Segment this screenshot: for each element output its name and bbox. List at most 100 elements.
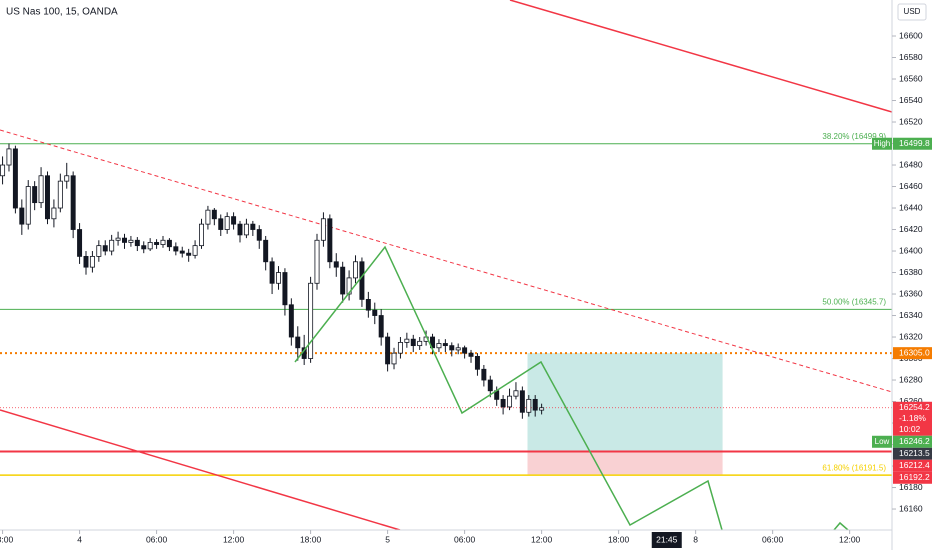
x-tick-label: 8 [693,534,698,544]
candle-body [243,223,249,236]
y-tick-label: 16480 [899,159,923,169]
candle-body [134,239,140,247]
candle-body [288,304,294,338]
candle-body [397,342,403,354]
x-tick-label: 06:00 [762,534,784,544]
x-tick-label: 12:00 [531,534,553,544]
price-tag [893,471,932,484]
y-tick-label: 16520 [899,116,923,126]
candle-body [115,237,121,241]
candle-body [308,282,314,359]
candle-body [12,148,18,209]
candle-body [192,245,198,256]
y-tick-label: 16600 [899,30,923,40]
candle-body [468,352,474,357]
x-tick-label: 18:00 [0,534,13,544]
candle-body [526,398,532,413]
candle-body [83,255,89,268]
candle-body [532,398,538,411]
candle-body [154,242,160,245]
trend-line [0,129,892,393]
x-tick-label: 18:00 [300,534,322,544]
candle-body [186,252,192,256]
candle-body [205,209,211,225]
y-tick-label: 16160 [899,503,923,513]
candle-body [359,261,365,300]
cursor-time: 21:45 [656,534,678,544]
fib-label: 61.80% (16191.5) [822,463,886,472]
candle-body [25,186,31,225]
price-tag [893,401,932,436]
candle-body [45,175,50,220]
y-tick-label: 16420 [899,224,923,234]
price-tag-label: 16305.0 [899,347,930,357]
x-tick-label: 18:00 [608,534,630,544]
candle-body [455,347,461,351]
trend-line [0,409,401,530]
price-tag-label: 16254.2 [899,402,930,412]
candle-body [128,239,134,243]
candle-body [173,246,179,252]
candle-body [89,255,95,268]
candle-body [320,218,326,241]
fib-label: 50.00% (16345.7) [822,298,886,307]
candle-body [224,216,230,230]
candle-body [436,343,442,349]
y-tick-label: 16280 [899,374,923,384]
axes: 1660016580165601654016520165001648016460… [0,24,932,548]
candle-body [32,186,38,204]
candle-body [282,272,288,306]
candle-body [365,299,371,311]
y-tick-label: 16320 [899,331,923,341]
candle-body [507,395,513,408]
candle-body [487,379,493,392]
price-tag-line: 10:02 [899,424,921,434]
candle-body [166,239,172,248]
candle-body [211,209,217,220]
candle-body [19,207,25,225]
candles [0,143,545,419]
loss-zone [527,451,723,475]
currency[interactable]: USD [904,7,921,16]
candle-body [102,245,108,252]
candle-body [353,261,359,279]
candle-body [160,239,166,245]
candle-body [199,223,204,247]
candle-body [474,355,480,370]
candle-body [141,245,147,250]
candle-body [70,175,76,230]
candle-body [64,175,70,182]
candle-body [372,309,378,316]
price-tag-side [872,137,892,150]
candle-body [179,250,185,254]
candle-body [417,340,423,347]
currency-button[interactable] [897,3,927,21]
y-tick-label: 16580 [899,52,923,62]
y-tick-label: 16380 [899,267,923,277]
candle-body [340,266,346,295]
price-tag [893,347,932,360]
y-tick-label: 16260 [899,396,923,406]
y-tick-label: 16560 [899,73,923,83]
y-tick-label: 16340 [899,310,923,320]
candle-body [51,207,57,220]
profit-zone [527,353,723,452]
candle-body [57,180,63,209]
candle-body [6,148,12,166]
zigzag [833,521,849,530]
candle-body [314,239,320,284]
x-tick-label: 4 [77,534,82,544]
x-tick-label: 5 [385,534,390,544]
price-tag-line: -1.18% [899,413,926,423]
candle-body [539,407,545,411]
candle-body [109,239,115,252]
candle-body [391,352,397,365]
candle-body [122,237,127,243]
candle-body [147,242,153,250]
price-tag-label: 16192.2 [899,472,930,482]
y-tick-label: 16400 [899,245,923,255]
candle-body [327,218,333,263]
price-tag-side-label: Low [875,437,890,446]
candle-body [513,390,519,397]
y-tick-label: 16440 [899,202,923,212]
